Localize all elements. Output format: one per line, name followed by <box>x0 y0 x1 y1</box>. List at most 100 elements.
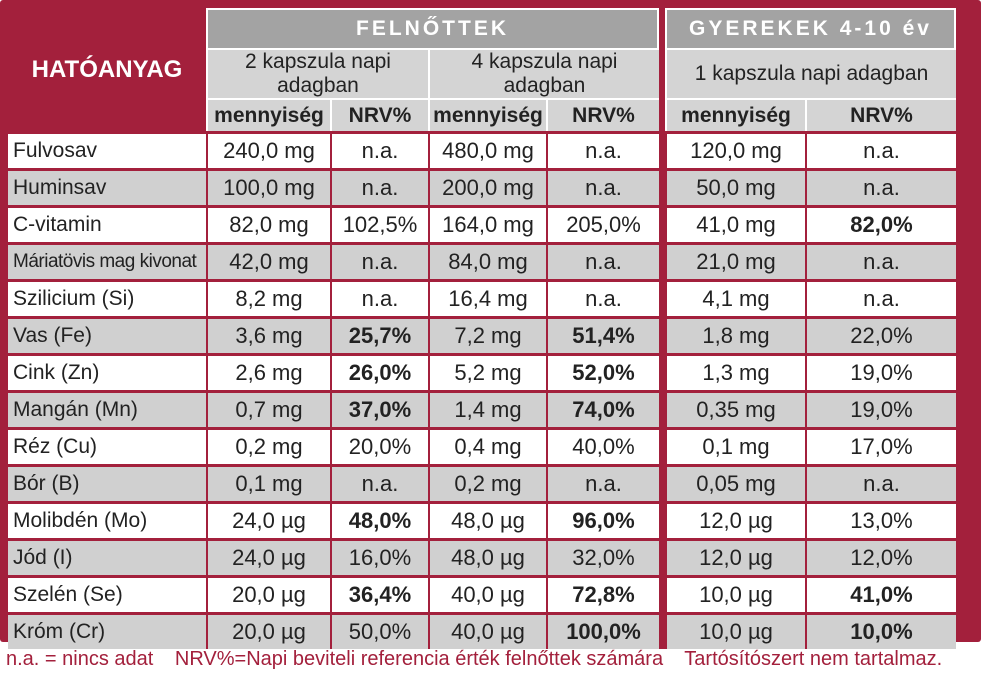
group-divider <box>659 131 665 168</box>
ingredient-name: Szilicium (Si) <box>8 279 206 316</box>
amount-4-capsules: 1,4 mg <box>428 390 546 427</box>
nrv-4-capsules: 32,0% <box>546 538 659 575</box>
footnote: n.a. = nincs adat NRV%=Napi beviteli ref… <box>6 648 958 671</box>
column-header-amount: mennyiség <box>428 98 546 131</box>
nrv-4-capsules: n.a. <box>546 242 659 279</box>
amount-2-capsules: 240,0 mg <box>206 131 330 168</box>
table-row: Vas (Fe) 3,6 mg 25,7% 7,2 mg 51,4% 1,8 m… <box>8 316 956 353</box>
group-divider <box>659 427 665 464</box>
amount-4-capsules: 0,2 mg <box>428 464 546 501</box>
nrv-2-capsules: 37,0% <box>330 390 428 427</box>
group-divider <box>659 575 665 612</box>
nrv-4-capsules: 205,0% <box>546 205 659 242</box>
ingredient-name: Króm (Cr) <box>8 612 206 649</box>
ingredient-name: Huminsav <box>8 168 206 205</box>
group-divider <box>659 390 665 427</box>
nrv-1-capsule: 10,0% <box>805 612 956 649</box>
subheader-4-capsules: 4 kapszula napi adagban <box>428 48 659 98</box>
group-header-adults: FELNŐTTEK <box>206 8 659 48</box>
table-row: Cink (Zn) 2,6 mg 26,0% 5,2 mg 52,0% 1,3 … <box>8 353 956 390</box>
group-divider <box>659 501 665 538</box>
amount-1-capsule: 10,0 µg <box>665 575 805 612</box>
amount-1-capsule: 41,0 mg <box>665 205 805 242</box>
amount-4-capsules: 0,4 mg <box>428 427 546 464</box>
amount-4-capsules: 5,2 mg <box>428 353 546 390</box>
column-header-amount: mennyiség <box>206 98 330 131</box>
column-header-nrv: NRV% <box>805 98 956 131</box>
amount-2-capsules: 82,0 mg <box>206 205 330 242</box>
amount-2-capsules: 8,2 mg <box>206 279 330 316</box>
nrv-4-capsules: 51,4% <box>546 316 659 353</box>
table-row: C-vitamin 82,0 mg 102,5% 164,0 mg 205,0%… <box>8 205 956 242</box>
nrv-1-capsule: 22,0% <box>805 316 956 353</box>
ingredient-name: Szelén (Se) <box>8 575 206 612</box>
nrv-4-capsules: 100,0% <box>546 612 659 649</box>
group-header-children: GYEREKEK 4-10 év <box>665 8 956 48</box>
nrv-2-capsules: n.a. <box>330 279 428 316</box>
nrv-2-capsules: 36,4% <box>330 575 428 612</box>
table-row: Króm (Cr) 20,0 µg 50,0% 40,0 µg 100,0% 1… <box>8 612 956 649</box>
nrv-1-capsule: n.a. <box>805 464 956 501</box>
ingredient-name: Cink (Zn) <box>8 353 206 390</box>
nrv-4-capsules: n.a. <box>546 131 659 168</box>
amount-4-capsules: 84,0 mg <box>428 242 546 279</box>
table-row: Huminsav 100,0 mg n.a. 200,0 mg n.a. 50,… <box>8 168 956 205</box>
table-row: Bór (B) 0,1 mg n.a. 0,2 mg n.a. 0,05 mg … <box>8 464 956 501</box>
group-divider <box>659 612 665 649</box>
nrv-2-capsules: 26,0% <box>330 353 428 390</box>
ingredient-name: Réz (Cu) <box>8 427 206 464</box>
ingredient-name: C-vitamin <box>8 205 206 242</box>
amount-2-capsules: 3,6 mg <box>206 316 330 353</box>
amount-2-capsules: 42,0 mg <box>206 242 330 279</box>
amount-4-capsules: 7,2 mg <box>428 316 546 353</box>
amount-2-capsules: 24,0 µg <box>206 501 330 538</box>
nrv-2-capsules: n.a. <box>330 242 428 279</box>
nrv-1-capsule: 13,0% <box>805 501 956 538</box>
amount-2-capsules: 24,0 µg <box>206 538 330 575</box>
subheader-2-capsules: 2 kapszula napi adagban <box>206 48 428 98</box>
ingredient-name: Mangán (Mn) <box>8 390 206 427</box>
amount-1-capsule: 12,0 µg <box>665 538 805 575</box>
table-row: Réz (Cu) 0,2 mg 20,0% 0,4 mg 40,0% 0,1 m… <box>8 427 956 464</box>
ingredient-name: Vas (Fe) <box>8 316 206 353</box>
amount-2-capsules: 20,0 µg <box>206 612 330 649</box>
footnote-preservative: Tartósítószert nem tartalmaz. <box>684 648 943 670</box>
column-header-amount: mennyiség <box>665 98 805 131</box>
nutrition-table: HATÓANYAG FELNŐTTEK GYEREKEK 4-10 év 2 k… <box>8 8 956 649</box>
ingredient-name: Jód (I) <box>8 538 206 575</box>
nrv-2-capsules: n.a. <box>330 131 428 168</box>
nrv-1-capsule: 17,0% <box>805 427 956 464</box>
nrv-1-capsule: n.a. <box>805 168 956 205</box>
amount-1-capsule: 0,35 mg <box>665 390 805 427</box>
footnote-na: n.a. = nincs adat <box>6 648 154 670</box>
amount-1-capsule: 1,8 mg <box>665 316 805 353</box>
table-row: Molibdén (Mo) 24,0 µg 48,0% 48,0 µg 96,0… <box>8 501 956 538</box>
ingredient-name: Molibdén (Mo) <box>8 501 206 538</box>
nrv-2-capsules: 16,0% <box>330 538 428 575</box>
amount-1-capsule: 21,0 mg <box>665 242 805 279</box>
nrv-1-capsule: 12,0% <box>805 538 956 575</box>
table-row: Fulvosav 240,0 mg n.a. 480,0 mg n.a. 120… <box>8 131 956 168</box>
amount-2-capsules: 0,1 mg <box>206 464 330 501</box>
nrv-2-capsules: 48,0% <box>330 501 428 538</box>
nrv-1-capsule: n.a. <box>805 279 956 316</box>
column-header-nrv: NRV% <box>546 98 659 131</box>
amount-2-capsules: 0,2 mg <box>206 427 330 464</box>
table-row: Szilicium (Si) 8,2 mg n.a. 16,4 mg n.a. … <box>8 279 956 316</box>
amount-4-capsules: 164,0 mg <box>428 205 546 242</box>
group-divider <box>659 464 665 501</box>
amount-4-capsules: 40,0 µg <box>428 575 546 612</box>
group-divider <box>659 205 665 242</box>
group-divider <box>659 279 665 316</box>
group-divider <box>659 242 665 279</box>
amount-4-capsules: 16,4 mg <box>428 279 546 316</box>
subheader-1-capsule: 1 kapszula napi adagban <box>665 48 956 98</box>
group-divider <box>659 353 665 390</box>
amount-2-capsules: 20,0 µg <box>206 575 330 612</box>
ingredient-name: Máriatövis mag kivonat <box>8 242 206 279</box>
footnote-nrv: NRV%=Napi beviteli referencia érték feln… <box>174 648 664 670</box>
amount-2-capsules: 100,0 mg <box>206 168 330 205</box>
nrv-4-capsules: n.a. <box>546 168 659 205</box>
amount-1-capsule: 10,0 µg <box>665 612 805 649</box>
group-divider <box>659 316 665 353</box>
